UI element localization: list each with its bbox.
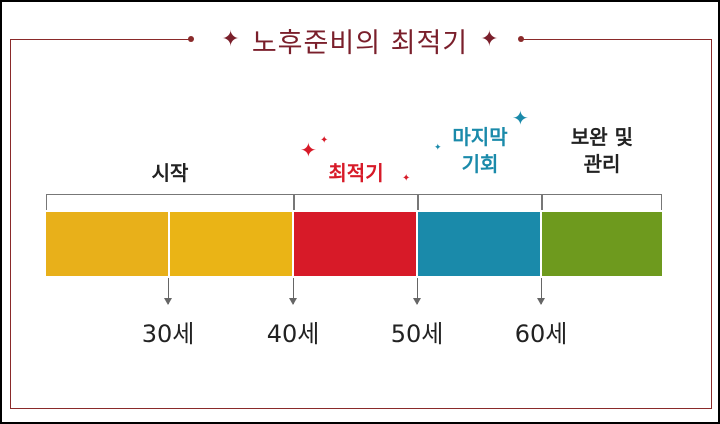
bracket-start xyxy=(46,194,294,210)
stage-label-maintain: 보완 및 관리 xyxy=(570,125,634,176)
title-rule-right xyxy=(520,39,712,40)
sparkle-icon: ✦ xyxy=(512,106,529,130)
sparkle-icon: ✦ xyxy=(320,135,329,146)
sparkle-icon: ✦ xyxy=(221,27,240,52)
tick-30 xyxy=(168,278,169,304)
age-label-30: 30세 xyxy=(141,320,195,348)
tick-40 xyxy=(293,278,294,304)
arrow-down-icon xyxy=(289,298,297,305)
rule-dot-right xyxy=(518,36,524,42)
age-label-60: 60세 xyxy=(514,320,568,348)
tick-60 xyxy=(541,278,542,304)
sparkle-icon: ✦ xyxy=(434,143,442,153)
segment-maintain xyxy=(542,212,662,276)
bracket-last xyxy=(418,194,542,210)
stage-label-start: 시작 xyxy=(151,161,189,185)
segment-start-2 xyxy=(170,212,292,276)
arrow-down-icon xyxy=(164,298,172,305)
arrow-down-icon xyxy=(413,298,421,305)
arrow-down-icon xyxy=(537,298,545,305)
segment-last xyxy=(418,212,540,276)
title-rule-left xyxy=(10,39,192,40)
title-group: ✦ 노후준비의 최적기 ✦ xyxy=(202,20,518,60)
sparkle-icon: ✦ xyxy=(480,27,499,52)
age-label-40: 40세 xyxy=(266,320,320,348)
page-title: 노후준비의 최적기 xyxy=(251,27,469,59)
sparkle-icon: ✦ xyxy=(300,138,317,162)
bracket-best xyxy=(294,194,418,210)
sparkle-icon: ✦ xyxy=(402,173,411,184)
stage-label-last: 마지막 기회 xyxy=(452,125,508,176)
rule-dot-left xyxy=(188,36,194,42)
bracket-maintain xyxy=(542,194,662,210)
segment-start-1 xyxy=(46,212,168,276)
tick-50 xyxy=(417,278,418,304)
frame-border xyxy=(10,39,712,409)
age-label-50: 50세 xyxy=(390,320,444,348)
segment-best xyxy=(294,212,416,276)
stage-label-best: 최적기 xyxy=(328,161,384,185)
